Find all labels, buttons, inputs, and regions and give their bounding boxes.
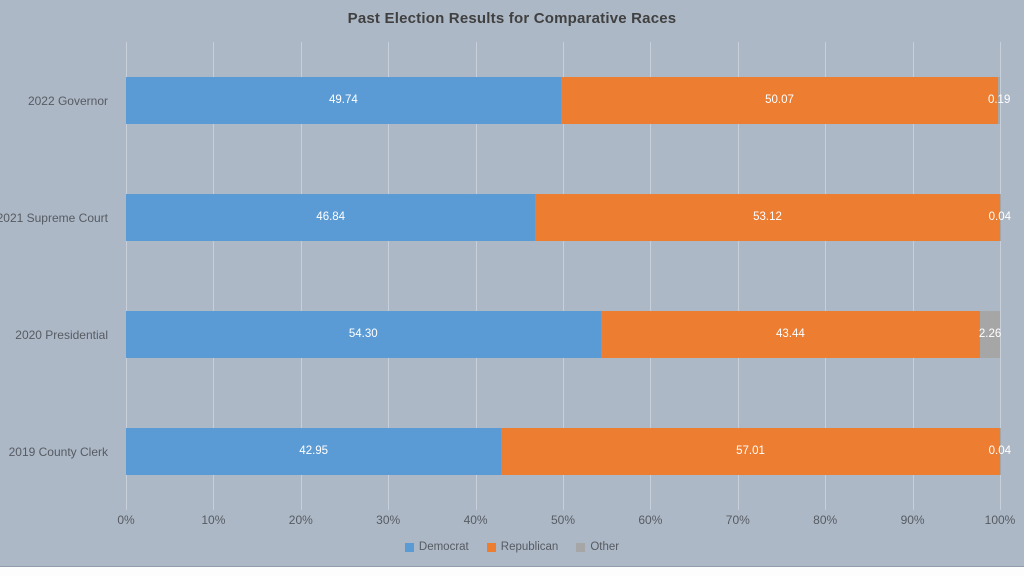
gridline — [388, 42, 390, 510]
bar-segment-republican — [535, 194, 1000, 241]
gridline — [563, 42, 564, 510]
category-label: 2019 County Clerk — [8, 444, 108, 459]
x-tick-label: 70% — [725, 513, 750, 527]
value-label-other: 2.26 — [978, 328, 1002, 340]
bar-row: 46.84 53.12 0.04 — [126, 194, 1011, 241]
bar-segment-democrat — [126, 77, 561, 124]
gridline — [300, 42, 302, 510]
bar-segment-democrat — [126, 428, 502, 475]
gridline — [475, 42, 477, 510]
gridline — [737, 42, 739, 510]
legend-item-republican: Republican — [486, 541, 559, 553]
gridline — [650, 42, 652, 510]
legend-label: Republican — [500, 541, 559, 553]
bar-segment-democrat — [126, 311, 601, 358]
value-label-other: 0.04 — [988, 445, 1012, 457]
value-label-democrat: 42.95 — [299, 445, 329, 457]
x-tick-label: 40% — [463, 513, 488, 527]
legend: Democrat Republican Other — [0, 541, 1024, 553]
bar-segment-other — [998, 77, 1000, 124]
value-label-republican: 57.01 — [736, 445, 765, 457]
gridline — [825, 42, 827, 510]
bar-segment-democrat — [126, 194, 536, 241]
value-label-democrat: 46.84 — [316, 211, 346, 223]
bar-segment-republican — [501, 428, 1000, 475]
bar-row: 42.95 57.01 0.04 — [126, 428, 1011, 475]
gridline — [126, 42, 127, 510]
gridline — [1000, 42, 1001, 510]
value-label-other: 0.19 — [987, 94, 1011, 106]
chart-title: Past Election Results for Comparative Ra… — [347, 10, 677, 27]
bar-segment-other — [980, 311, 1000, 358]
legend-item-other: Other — [576, 541, 619, 553]
category-label: 2020 Presidential — [15, 327, 108, 342]
bar-row: 49.74 50.07 0.19 — [126, 77, 1010, 124]
x-tick-label: 50% — [550, 513, 576, 527]
value-label-democrat: 49.74 — [328, 94, 358, 106]
bar-segment-republican — [600, 311, 981, 358]
legend-swatch-icon — [576, 542, 586, 552]
legend-label: Democrat — [418, 541, 469, 553]
category-label: 2021 Supreme Court — [0, 210, 108, 225]
category-label: 2022 Governor — [27, 93, 108, 108]
x-tick-label: 90% — [900, 513, 925, 527]
x-tick-label: 30% — [376, 513, 401, 527]
sheet-area-below-chart — [0, 567, 1024, 576]
plot-area: 49.74 50.07 0.19 46.84 53.12 0.04 54.30 43.44 2.… — [126, 42, 1011, 510]
legend-swatch-icon — [486, 542, 496, 552]
legend-label: Other — [590, 541, 620, 553]
legend-swatch-icon — [404, 542, 414, 552]
value-label-other: 0.04 — [988, 211, 1012, 223]
category-axis: 2022 Governor 2021 Supreme Court 2020 Pres… — [0, 42, 114, 510]
x-tick-label: 10% — [201, 513, 226, 527]
value-label-republican: 53.12 — [753, 211, 782, 223]
value-label-republican: 50.07 — [765, 94, 794, 106]
gridline — [213, 42, 215, 510]
legend-item-democrat: Democrat — [404, 541, 469, 553]
x-tick-label: 100% — [984, 513, 1016, 527]
gridline — [912, 42, 914, 510]
x-tick-label: 80% — [813, 513, 838, 527]
value-label-republican: 43.44 — [776, 328, 805, 340]
x-tick-label: 60% — [638, 513, 663, 527]
bar-segment-republican — [560, 77, 999, 124]
x-tick-label: 20% — [288, 513, 313, 527]
x-tick-label: 0% — [117, 513, 135, 527]
x-axis: 0% 10% 20% 30% 40% 50% 60% 70% 80% 90% 100% — [0, 513, 1024, 531]
value-label-democrat: 54.30 — [348, 328, 378, 340]
bar-row: 54.30 43.44 2.26 — [126, 311, 1002, 358]
